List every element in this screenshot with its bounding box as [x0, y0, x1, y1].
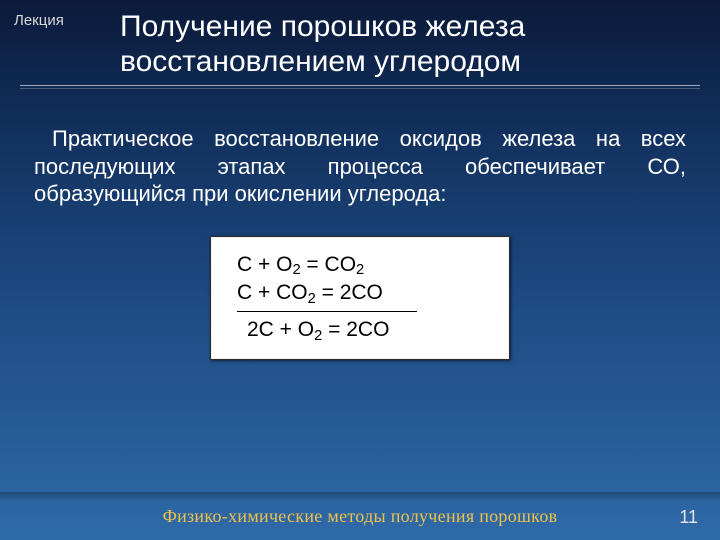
- eq2-sub1: 2: [308, 291, 316, 307]
- eq1-part1: C + O: [237, 253, 292, 276]
- eq1-part2: = CO: [301, 253, 356, 276]
- lecture-label: Лекция: [14, 12, 64, 29]
- title-divider-1: [20, 85, 700, 86]
- slide-footer: Физико-химические методы получения порош…: [0, 492, 720, 540]
- eq2-part1: C + CO: [237, 281, 308, 304]
- slide-header: Лекция Получение порошков железа восстан…: [0, 0, 720, 97]
- body-paragraph: Практическое восстановление оксидов желе…: [34, 125, 686, 208]
- title-divider-2: [20, 88, 700, 89]
- slide-title: Получение порошков железа восстановление…: [120, 10, 700, 79]
- equation-divider: [237, 311, 417, 312]
- eq1-sub2: 2: [356, 262, 364, 278]
- eq3-part2: = 2CO: [322, 318, 389, 341]
- eq3-part1: 2C + O: [247, 318, 314, 341]
- eq1-sub1: 2: [292, 262, 300, 278]
- eq3-sub1: 2: [314, 328, 322, 344]
- formula-box: C + O2 = CO2 C + CO2 = 2CO 2C + O2 = 2CO: [210, 236, 510, 360]
- equation-2: C + CO2 = 2CO: [237, 279, 491, 307]
- title-line-2: восстановлением углеродом: [120, 45, 521, 78]
- eq2-part2: = 2CO: [316, 281, 383, 304]
- equation-3: 2C + O2 = 2CO: [237, 316, 491, 344]
- page-number: 11: [679, 507, 698, 528]
- slide-body: Практическое восстановление оксидов желе…: [0, 97, 720, 360]
- footer-text: Физико-химические методы получения порош…: [163, 506, 558, 527]
- equation-1: C + O2 = CO2: [237, 251, 491, 279]
- title-line-1: Получение порошков железа: [120, 10, 525, 43]
